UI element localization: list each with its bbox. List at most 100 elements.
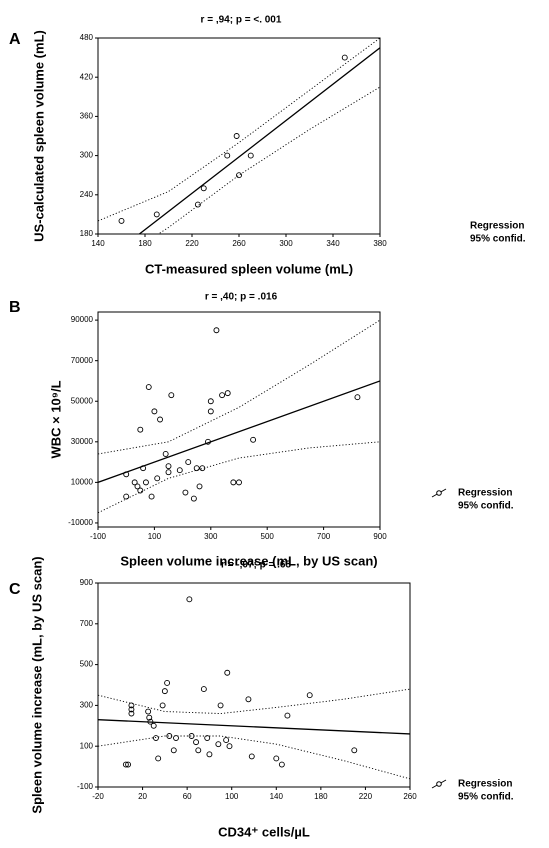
y-tick-label: 420 [80, 72, 94, 81]
data-point [351, 747, 358, 754]
y-tick-label: 240 [80, 190, 94, 199]
x-tick-label: 260 [403, 792, 417, 801]
data-point [217, 702, 224, 709]
y-tick-label: 70000 [71, 356, 94, 365]
data-point [170, 747, 177, 754]
data-point [168, 392, 175, 399]
x-axis-label: Spleen volume increase (mL, by US scan) [120, 553, 377, 568]
y-tick-label: 300 [80, 701, 94, 710]
data-point [247, 152, 254, 159]
data-point [213, 327, 220, 334]
regression-line [98, 719, 410, 735]
legend-entry: 95% confid. [458, 792, 514, 803]
data-point [118, 217, 125, 224]
data-point [224, 152, 231, 159]
data-point [155, 755, 162, 762]
data-point [122, 761, 129, 768]
data-point [173, 735, 179, 741]
data-point [284, 712, 291, 719]
x-tick-label: 260 [232, 239, 246, 248]
plot-area [98, 596, 410, 780]
data-point [151, 408, 158, 415]
data-point [341, 54, 348, 61]
data-point [182, 489, 189, 496]
chart-title: r = ,94; p = <. 001 [201, 15, 282, 26]
data-point [140, 465, 147, 472]
x-tick-label: 220 [359, 792, 373, 801]
y-tick-label: 900 [80, 578, 94, 587]
data-point [193, 465, 200, 472]
y-tick-label: 700 [80, 619, 94, 628]
data-point [205, 438, 211, 445]
data-point [150, 722, 157, 729]
regression-line [138, 47, 380, 234]
plot-frame [97, 582, 411, 788]
data-point [219, 392, 226, 399]
data-point [147, 718, 154, 725]
data-point [233, 133, 240, 139]
data-point [207, 398, 214, 405]
data-point [224, 669, 231, 676]
data-point [152, 735, 159, 741]
data-point [185, 459, 192, 466]
legend-entry: Regression [470, 221, 524, 232]
data-point [165, 469, 172, 476]
data-point [224, 390, 231, 397]
data-point [146, 714, 153, 721]
data-point [154, 475, 161, 482]
data-point [245, 696, 252, 703]
data-point [306, 692, 313, 699]
confidence-upper [98, 688, 410, 715]
data-point [131, 479, 138, 486]
x-tick-label: -20 [92, 792, 104, 801]
legend-icon-point [436, 781, 442, 787]
data-point [128, 706, 135, 713]
legend-entry: Regression [458, 779, 512, 790]
data-point [162, 451, 169, 457]
y-axis-label: Spleen volume increase (mL, by US scan) [29, 556, 44, 813]
data-point [159, 702, 166, 709]
data-point [354, 394, 361, 401]
legend-icon-point [436, 490, 442, 496]
data-point [153, 211, 160, 218]
data-point [250, 436, 257, 443]
y-tick-label: 30000 [71, 437, 94, 446]
data-point [165, 463, 172, 470]
confidence-upper [98, 38, 380, 222]
data-point [157, 416, 163, 423]
y-tick-label: 90000 [71, 315, 94, 324]
plot-area [98, 38, 380, 234]
chart-title: r = ,40; p = .016 [205, 292, 278, 303]
data-point [145, 708, 152, 715]
confidence-lower [98, 441, 380, 514]
x-tick-label: 380 [373, 239, 387, 248]
x-tick-label: 60 [183, 792, 192, 801]
data-point [125, 761, 132, 768]
data-point [194, 201, 201, 208]
data-point [137, 487, 144, 494]
data-point [134, 483, 141, 490]
y-tick-label: 300 [80, 151, 94, 160]
data-point [188, 733, 195, 739]
data-point [164, 680, 171, 686]
data-point [204, 735, 211, 741]
y-tick-label: 180 [80, 229, 94, 238]
legend-entry: Regression [458, 488, 512, 499]
y-tick-label: -10000 [68, 518, 93, 527]
legend-entry: 95% confid. [458, 501, 514, 512]
y-tick-label: 500 [80, 660, 94, 669]
panel-label: B [9, 299, 21, 316]
data-point [236, 479, 242, 486]
data-point [223, 737, 230, 744]
x-tick-label: 140 [270, 792, 284, 801]
x-tick-label: 100 [225, 792, 239, 801]
data-point [166, 733, 173, 739]
x-tick-label: 100 [148, 532, 162, 541]
data-point [128, 702, 135, 709]
x-axis-label: CD34⁺ cells/µL [218, 824, 310, 839]
x-tick-label: 20 [138, 792, 147, 801]
chart-title: r = -,07; p = .65 [221, 560, 291, 571]
x-axis-label: CT-measured spleen volume (mL) [145, 261, 353, 276]
data-point [123, 493, 130, 500]
